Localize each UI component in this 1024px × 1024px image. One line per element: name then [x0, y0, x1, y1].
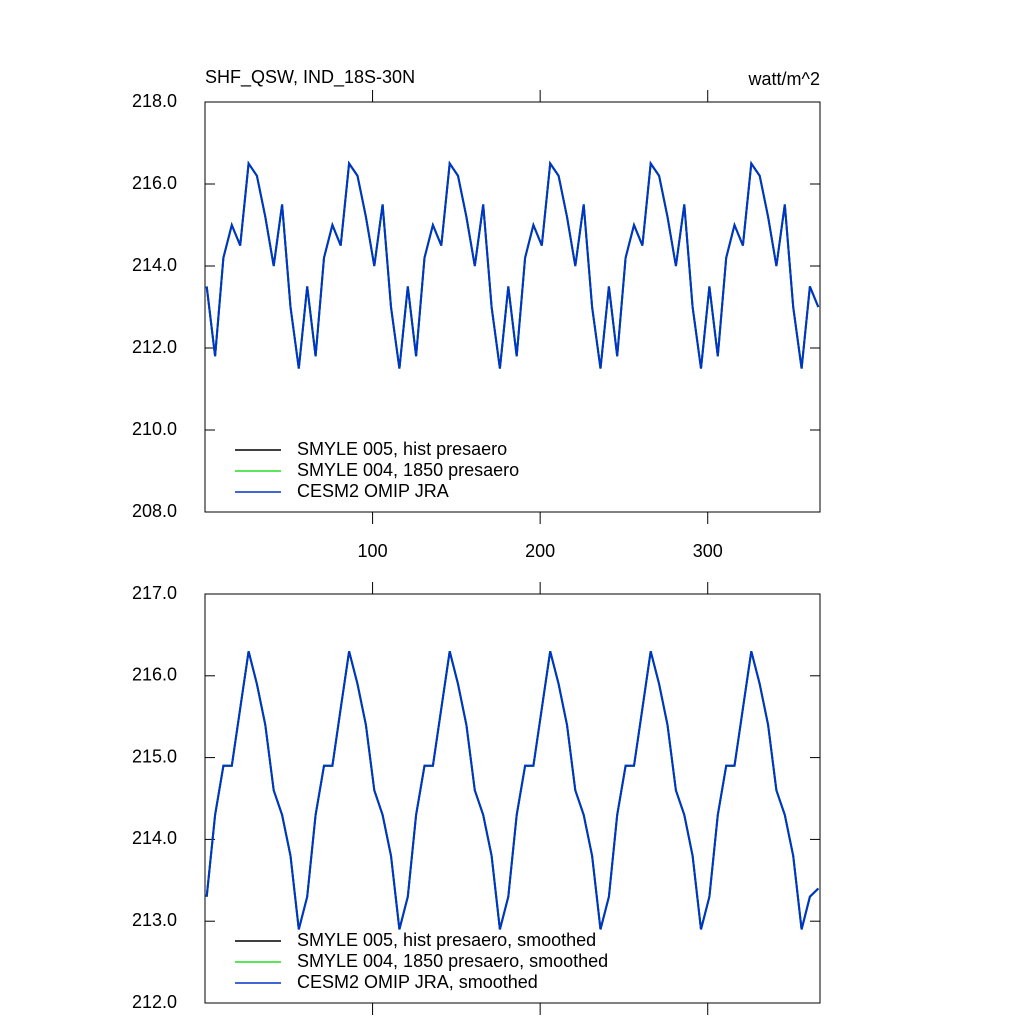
data-line [205, 651, 819, 930]
y-tick-label: 217.0 [132, 583, 177, 603]
chart-title: SHF_QSW, IND_18S-30N [205, 67, 415, 88]
data-line [205, 160, 820, 369]
units-label: watt/m^2 [748, 69, 820, 89]
x-tick-label: 100 [358, 541, 388, 561]
y-tick-label: 216.0 [132, 665, 177, 685]
y-tick-label: 210.0 [132, 419, 177, 439]
data-line [205, 651, 819, 930]
y-tick-label: 215.0 [132, 746, 177, 766]
data-line [205, 651, 819, 930]
data-line [205, 160, 820, 369]
legend-label: CESM2 OMIP JRA, smoothed [297, 972, 538, 992]
y-tick-label: 216.0 [132, 173, 177, 193]
plot-frame [204, 101, 821, 513]
legend-label: SMYLE 004, 1850 presaero, smoothed [297, 951, 608, 971]
data-line [205, 160, 820, 369]
x-tick-label: 200 [525, 541, 555, 561]
y-tick-label: 214.0 [132, 255, 177, 275]
y-tick-label: 218.0 [132, 91, 177, 111]
legend-label: SMYLE 004, 1850 presaero [297, 460, 519, 480]
y-tick-label: 213.0 [132, 910, 177, 930]
legend-label: CESM2 OMIP JRA [297, 481, 449, 501]
y-tick-label: 208.0 [132, 501, 177, 521]
plot-frame [204, 593, 821, 1004]
legend-label: SMYLE 005, hist presaero, smoothed [297, 930, 596, 950]
y-tick-label: 214.0 [132, 828, 177, 848]
x-tick-label: 300 [693, 541, 723, 561]
legend-label: SMYLE 005, hist presaero [297, 439, 507, 459]
y-tick-label: 212.0 [132, 992, 177, 1012]
y-tick-label: 212.0 [132, 337, 177, 357]
